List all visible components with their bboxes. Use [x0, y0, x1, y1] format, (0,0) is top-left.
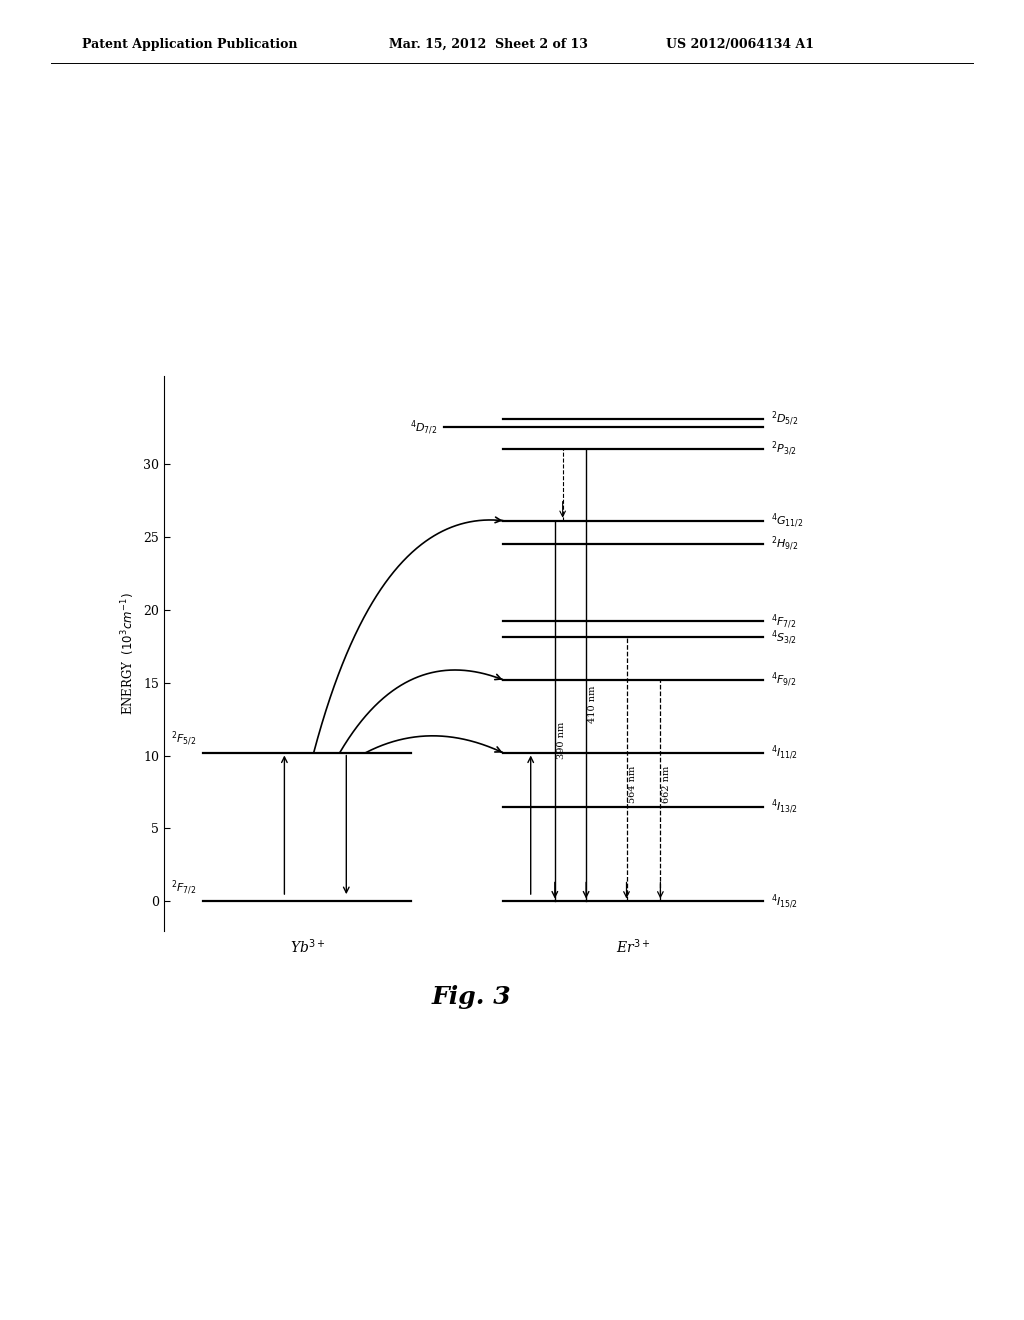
Text: Mar. 15, 2012  Sheet 2 of 13: Mar. 15, 2012 Sheet 2 of 13 — [389, 37, 588, 50]
Text: $^4I_{11/2}$: $^4I_{11/2}$ — [771, 743, 799, 762]
Text: $^4F_{9/2}$: $^4F_{9/2}$ — [771, 671, 797, 689]
Text: US 2012/0064134 A1: US 2012/0064134 A1 — [666, 37, 814, 50]
Text: $^2H_{9/2}$: $^2H_{9/2}$ — [771, 535, 799, 553]
Text: $^4G_{11/2}$: $^4G_{11/2}$ — [771, 511, 804, 531]
Text: 564 nm: 564 nm — [629, 766, 638, 804]
Text: $^4F_{7/2}$: $^4F_{7/2}$ — [771, 612, 797, 631]
Text: $^2D_{5/2}$: $^2D_{5/2}$ — [771, 409, 799, 428]
Text: 410 nm: 410 nm — [588, 686, 597, 723]
Text: Fig. 3: Fig. 3 — [431, 985, 511, 1008]
Text: $^4D_{7/2}$: $^4D_{7/2}$ — [411, 418, 437, 437]
Text: Yb$^{3+}$: Yb$^{3+}$ — [290, 939, 325, 957]
Text: $^2F_{7/2}$: $^2F_{7/2}$ — [171, 878, 197, 898]
Text: $^4I_{15/2}$: $^4I_{15/2}$ — [771, 892, 799, 911]
Text: 390 nm: 390 nm — [557, 722, 566, 759]
Text: Patent Application Publication: Patent Application Publication — [82, 37, 297, 50]
Text: $^2P_{3/2}$: $^2P_{3/2}$ — [771, 440, 797, 458]
Y-axis label: ENERGY  $(10^3cm^{-1})$: ENERGY $(10^3cm^{-1})$ — [120, 593, 137, 714]
Text: $^4I_{13/2}$: $^4I_{13/2}$ — [771, 797, 799, 816]
Text: 662 nm: 662 nm — [663, 766, 672, 804]
Text: $^4S_{3/2}$: $^4S_{3/2}$ — [771, 628, 797, 647]
Text: Er$^{3+}$: Er$^{3+}$ — [615, 939, 650, 957]
Text: $^2F_{5/2}$: $^2F_{5/2}$ — [171, 730, 197, 748]
